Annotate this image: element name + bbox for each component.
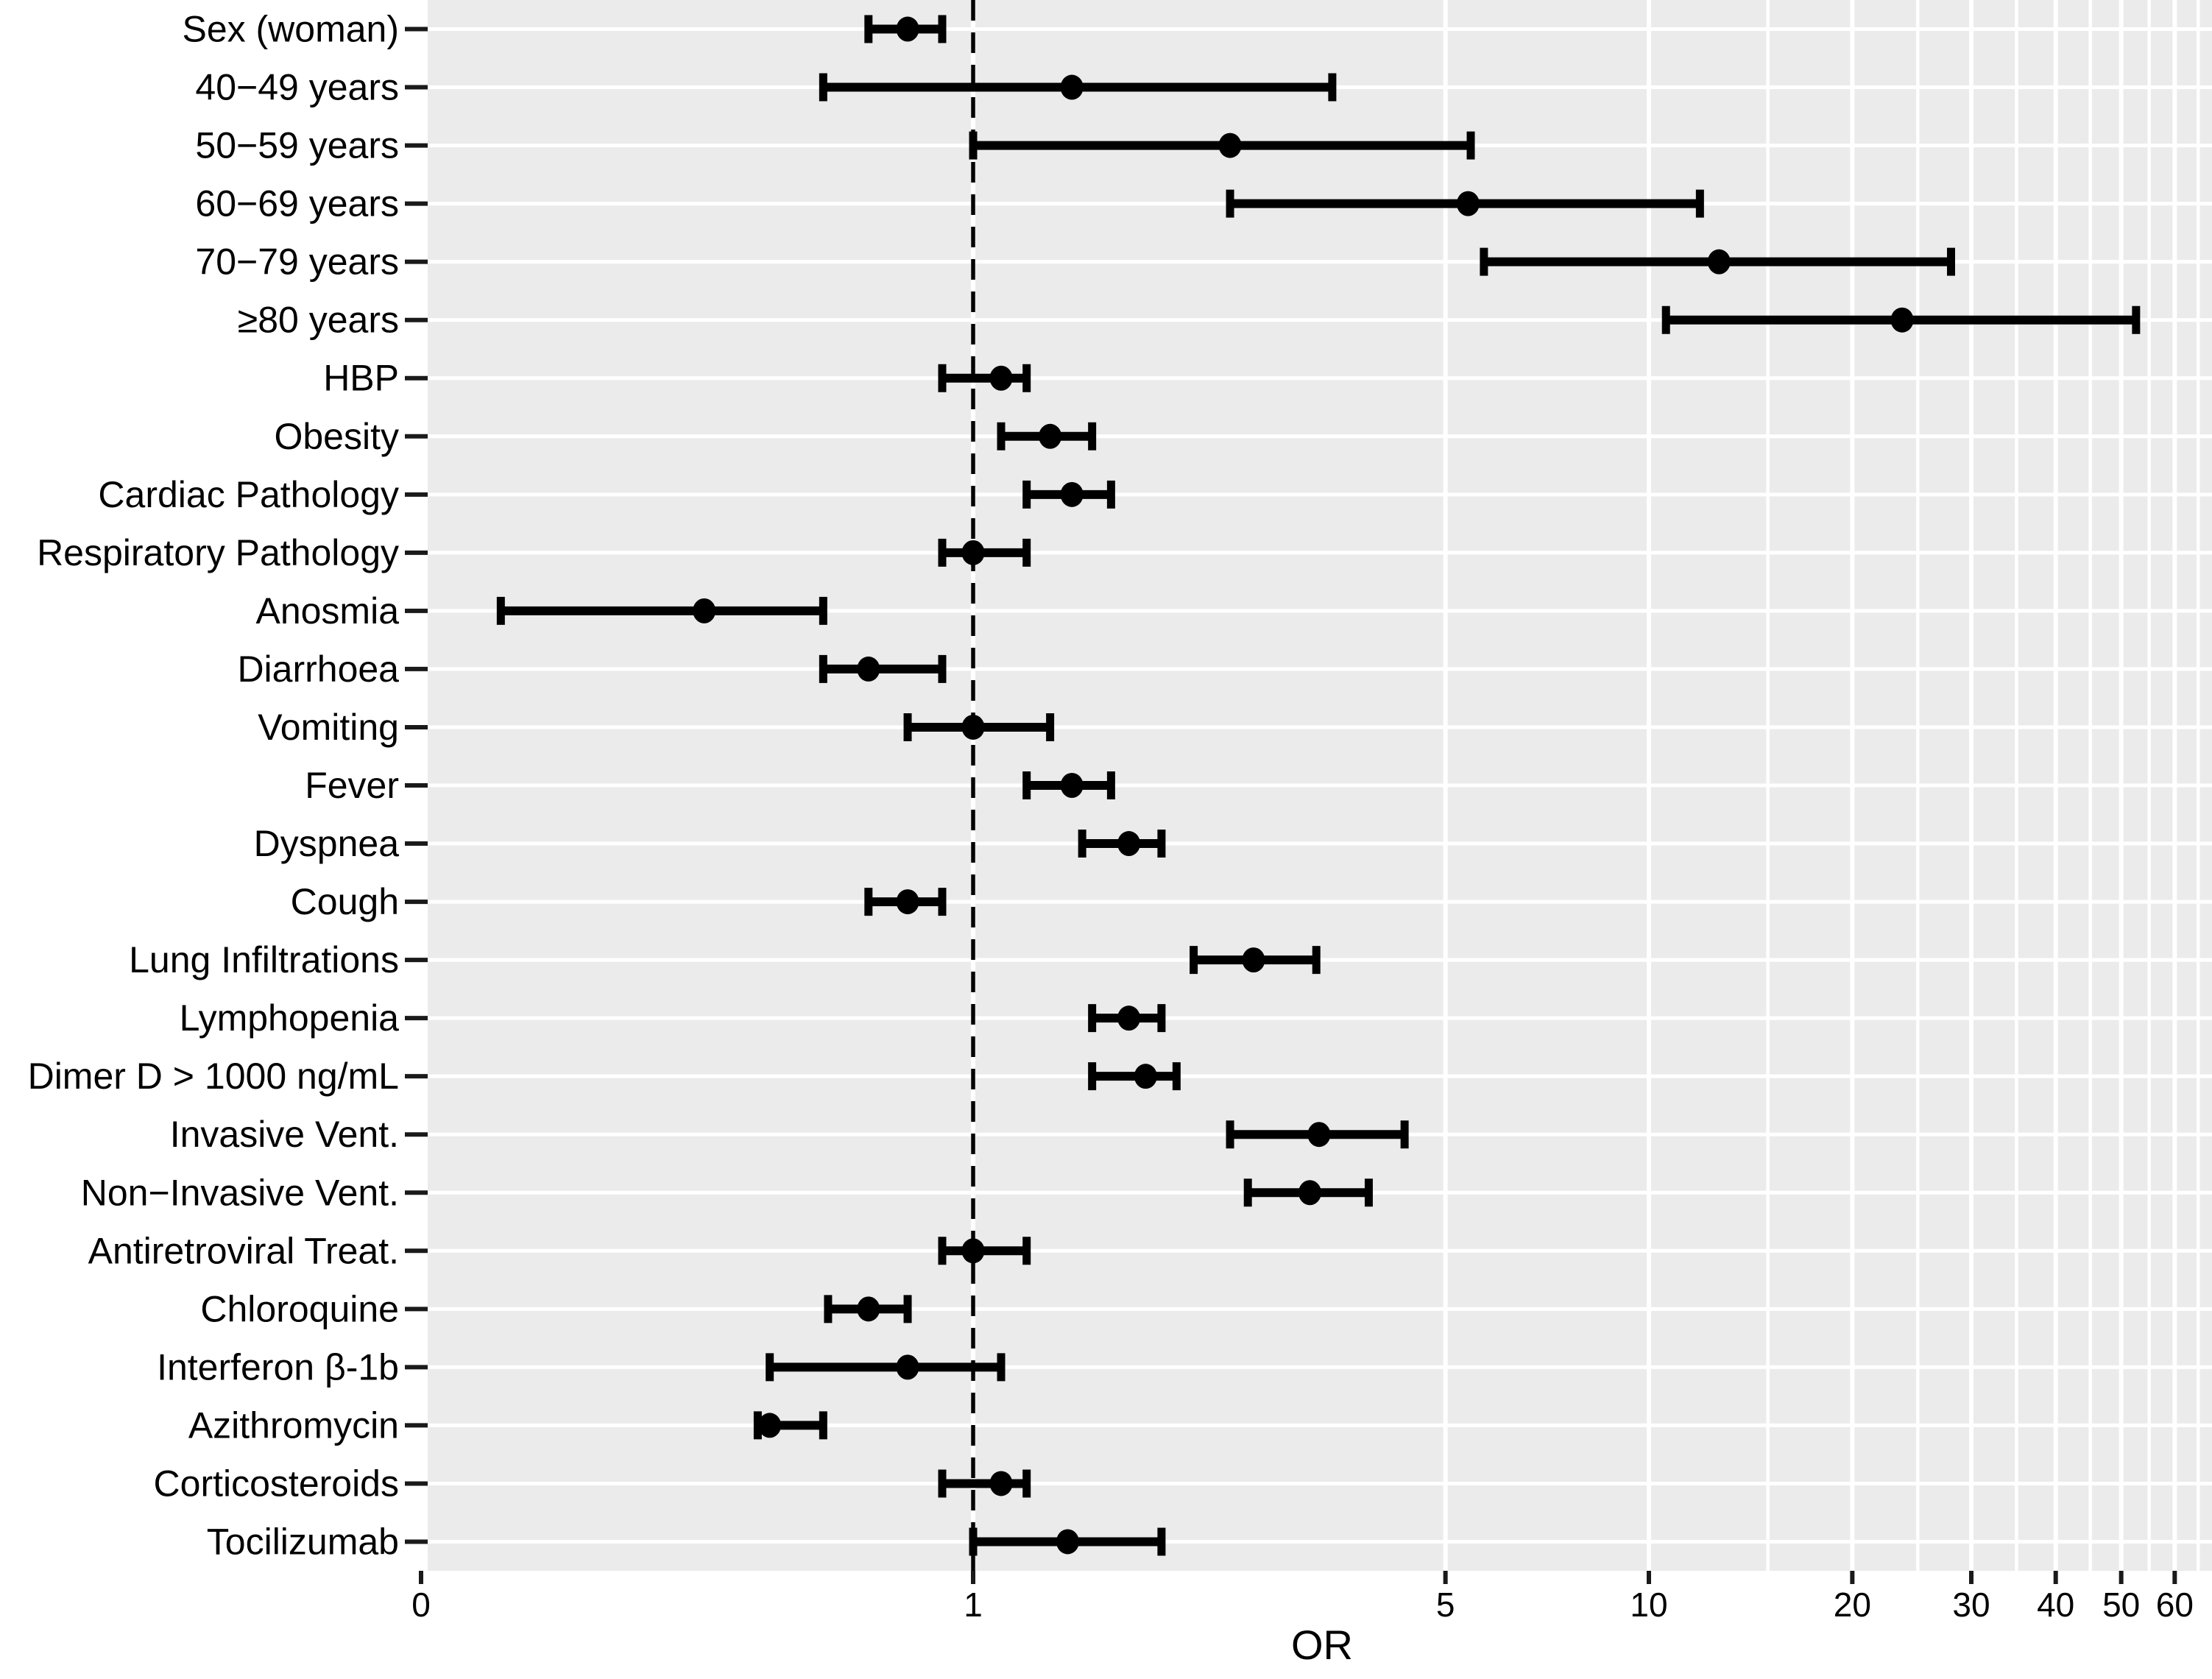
forest-row	[1022, 480, 1115, 509]
forest-row	[903, 713, 1055, 741]
y-axis-label: Antiretroviral Treat.	[88, 1230, 399, 1271]
y-axis-label: Lymphopenia	[180, 997, 400, 1039]
or-point	[989, 1471, 1013, 1496]
or-point	[961, 1238, 985, 1264]
or-point	[1060, 481, 1084, 507]
or-point	[1890, 307, 1914, 333]
y-axis-label: Non−Invasive Vent.	[81, 1172, 399, 1213]
forest-row	[1190, 946, 1321, 975]
y-axis-label: 60−69 years	[195, 183, 399, 225]
or-point	[1060, 773, 1084, 798]
forest-row	[864, 15, 947, 43]
y-axis-label: Dyspnea	[254, 823, 400, 864]
forest-row	[496, 596, 827, 625]
forest-row	[766, 1353, 1006, 1382]
y-axis-label: HBP	[323, 358, 399, 399]
forest-row	[1661, 305, 2141, 334]
forest-row	[1088, 1062, 1181, 1091]
or-point	[1242, 947, 1265, 973]
forest-row	[1226, 1120, 1409, 1149]
forest-row	[1022, 771, 1115, 799]
y-axis-label: Azithromycin	[188, 1404, 399, 1446]
forest-row	[938, 1237, 1031, 1265]
forest-row	[1226, 189, 1704, 218]
or-point	[1307, 1122, 1331, 1148]
or-point	[1134, 1064, 1157, 1089]
or-point	[1039, 423, 1062, 449]
forest-row	[1480, 247, 1955, 276]
or-point	[1218, 132, 1242, 158]
y-axis-label: Respiratory Pathology	[37, 532, 399, 573]
forest-row	[819, 73, 1337, 102]
x-axis-tick-label: 60	[2156, 1586, 2194, 1624]
forest-row	[1088, 1004, 1166, 1033]
x-axis-tick-label: 0	[411, 1586, 431, 1624]
x-axis-tick-label: 20	[1834, 1586, 1871, 1624]
or-point	[896, 1354, 919, 1380]
data-marker-layer	[496, 15, 2141, 1556]
or-point	[961, 540, 985, 565]
or-point	[1298, 1180, 1321, 1206]
or-point	[1117, 831, 1141, 857]
y-axis-label: Chloroquine	[200, 1288, 399, 1329]
y-axis-label: Fever	[305, 765, 399, 806]
or-point	[1060, 74, 1084, 100]
or-point	[1056, 1529, 1079, 1555]
y-axis-label: Invasive Vent.	[170, 1114, 399, 1155]
y-axis-label: Cardiac Pathology	[98, 474, 399, 515]
forest-row	[753, 1411, 827, 1440]
y-axis-label: ≥80 years	[238, 300, 399, 341]
forest-row	[938, 1469, 1031, 1498]
y-axis-label: Anosmia	[255, 590, 399, 632]
x-axis-tick-label: 30	[1952, 1586, 1990, 1624]
x-axis-tick-label: 1	[964, 1586, 983, 1624]
y-axis-label: Vomiting	[258, 707, 399, 748]
y-axis-label: Corticosteroids	[154, 1463, 399, 1504]
or-point	[961, 714, 985, 740]
or-point	[693, 598, 716, 623]
y-axis-label: Lung Infiltrations	[129, 939, 399, 980]
x-axis-tick-label: 50	[2102, 1586, 2140, 1624]
forest-row	[819, 654, 947, 683]
y-axis-label: Diarrhoea	[237, 648, 399, 690]
axis-layer: Sex (woman) 40−49 years 50−59 years 60−69 y…	[28, 9, 2194, 1624]
forest-row	[938, 364, 1031, 392]
forest-row	[1243, 1178, 1373, 1207]
or-point	[989, 365, 1013, 391]
or-point	[896, 889, 919, 915]
forest-row	[997, 422, 1097, 450]
forest-row	[824, 1295, 912, 1323]
or-point	[857, 656, 880, 682]
forest-row	[864, 888, 947, 916]
y-axis-label: 70−79 years	[195, 241, 399, 283]
forest-row	[938, 538, 1031, 567]
forest-row	[969, 131, 1475, 160]
or-point	[1707, 249, 1731, 275]
or-point	[1456, 191, 1480, 216]
x-axis-tick-label: 5	[1436, 1586, 1455, 1624]
y-axis-label: 40−49 years	[195, 67, 399, 108]
x-axis-tick-label: 10	[1630, 1586, 1667, 1624]
forest-row	[1078, 830, 1166, 858]
y-axis-label: Dimer D > 1000 ng/mL	[28, 1056, 399, 1097]
or-point	[857, 1296, 880, 1322]
or-point	[758, 1413, 782, 1438]
y-axis-label: Obesity	[274, 416, 399, 457]
y-axis-label: Sex (woman)	[182, 9, 399, 50]
y-axis-label: 50−59 years	[195, 125, 399, 166]
or-point	[896, 16, 919, 42]
or-point	[1117, 1005, 1141, 1031]
y-axis-label: Interferon β-1b	[157, 1346, 399, 1388]
x-axis-title: OR	[1291, 1622, 1353, 1668]
x-axis-tick-label: 40	[2037, 1586, 2074, 1624]
y-axis-label: Cough	[291, 881, 399, 922]
forest-row	[969, 1527, 1166, 1556]
y-axis-label: Tocilizumab	[207, 1521, 399, 1562]
